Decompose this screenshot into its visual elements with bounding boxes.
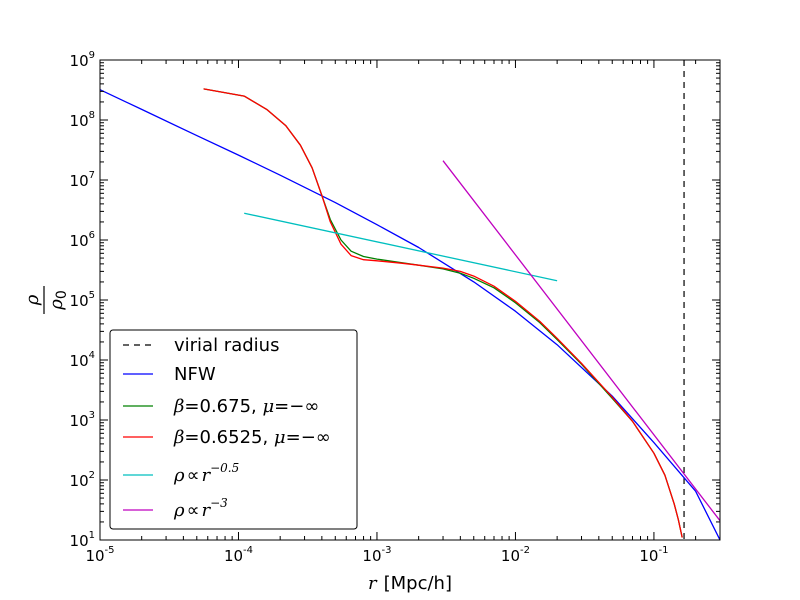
y-axis-label: ρ ρ0 (22, 286, 70, 314)
y-tick-label: 102 (70, 470, 95, 490)
legend-label-virial: virial radius (174, 335, 279, 356)
series-line-0-6525 (203, 88, 683, 538)
x-tick-label: 10-3 (362, 545, 391, 565)
legend-label-beta-0675: β=0.675, μ=−∞ (173, 396, 319, 417)
legend-label-beta-06525: β=0.6525, μ=−∞ (173, 427, 331, 448)
y-tick-label: 105 (70, 290, 95, 310)
legend-label-power-3: ρ ∝ r−3 (173, 496, 228, 521)
x-tick-label: 10-2 (501, 545, 530, 565)
series-layer (100, 60, 720, 540)
x-tick-label: 10-4 (224, 545, 253, 565)
y-tick-label: 103 (70, 410, 95, 430)
x-axis-label: r [Mpc/h] (368, 573, 452, 594)
y-tick-label: 101 (70, 530, 95, 550)
legend-box (109, 329, 358, 530)
series-line-nfw (100, 89, 720, 540)
series-line-r-3 (442, 160, 720, 522)
y-tick-label: 104 (70, 350, 95, 370)
y-label-numerator: ρ (22, 294, 43, 306)
y-tick-label: 106 (70, 230, 95, 250)
x-tick-label: 10-5 (85, 545, 114, 565)
y-tick-label: 108 (70, 110, 95, 130)
y-tick-label: 109 (70, 50, 95, 70)
ticks-layer: 10-5 10-4 10-3 10-2 10-1 101 102 103 104 105 106 10… (70, 50, 720, 565)
legend: virial radius NFW β=0.675, μ=−∞ β=0.6525… (109, 329, 358, 530)
y-tick-label: 107 (70, 170, 95, 190)
legend-label-power-05: ρ ∝ r−0.5 (173, 461, 239, 486)
y-label-denominator: ρ0 (46, 290, 70, 311)
series-line-r-0-5 (244, 212, 558, 282)
x-tick-label: 10-1 (639, 545, 668, 565)
legend-label-nfw: NFW (174, 364, 216, 385)
